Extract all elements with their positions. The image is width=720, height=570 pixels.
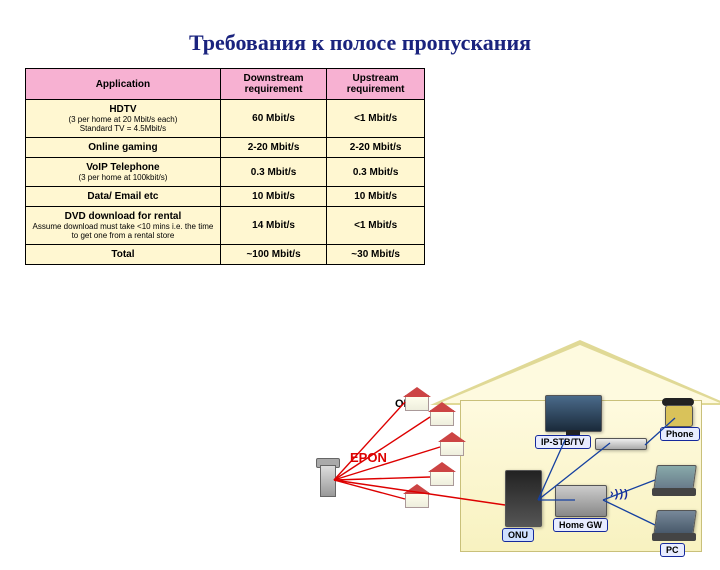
page-title: Требования к полосе пропускания — [0, 30, 720, 56]
set-top-box-icon — [595, 438, 647, 450]
col-downstream: Downstream requirement — [220, 69, 326, 100]
table-row: Data/ Email etc10 Mbit/s10 Mbit/s — [26, 187, 425, 207]
cell-upstream: 10 Mbit/s — [327, 187, 425, 207]
network-diagram: IP-STB/TV ONU Home GW PC Phone › ) ) ) E… — [310, 340, 710, 560]
laptop1-keyboard — [652, 488, 696, 496]
cell-downstream: 10 Mbit/s — [220, 187, 326, 207]
wifi-icon: › ) ) ) — [610, 488, 627, 500]
table-row: VoIP Telephone(3 per home at 100kbit/s)0… — [26, 158, 425, 187]
table-row: Total~100 Mbit/s~30 Mbit/s — [26, 245, 425, 265]
home-icon — [430, 410, 454, 426]
label-home-gw: Home GW — [553, 518, 608, 532]
cell-upstream: 2-20 Mbit/s — [327, 138, 425, 158]
table-header-row: Application Downstream requirement Upstr… — [26, 69, 425, 100]
label-epon: EPON — [350, 450, 387, 465]
home-icon — [440, 440, 464, 456]
col-application: Application — [26, 69, 221, 100]
cell-downstream: 0.3 Mbit/s — [220, 158, 326, 187]
home-gateway-icon — [555, 485, 607, 517]
home-icon — [405, 395, 429, 411]
onu-device-icon — [505, 470, 542, 527]
table-row: Online gaming2-20 Mbit/s2-20 Mbit/s — [26, 138, 425, 158]
cell-downstream: 14 Mbit/s — [220, 207, 326, 245]
cell-downstream: 60 Mbit/s — [220, 100, 326, 138]
bandwidth-table: Application Downstream requirement Upstr… — [25, 68, 425, 265]
cell-upstream: 0.3 Mbit/s — [327, 158, 425, 187]
cell-downstream: ~100 Mbit/s — [220, 245, 326, 265]
cell-upstream: <1 Mbit/s — [327, 100, 425, 138]
cell-upstream: <1 Mbit/s — [327, 207, 425, 245]
cell-downstream: 2-20 Mbit/s — [220, 138, 326, 158]
label-ipstb: IP-STB/TV — [535, 435, 591, 449]
cell-application: VoIP Telephone(3 per home at 100kbit/s) — [26, 158, 221, 187]
cell-application: Data/ Email etc — [26, 187, 221, 207]
cell-application: DVD download for rentalAssume download m… — [26, 207, 221, 245]
col-upstream: Upstream requirement — [327, 69, 425, 100]
tv-icon — [545, 395, 602, 432]
table-row: HDTV(3 per home at 20 Mbit/s each)Standa… — [26, 100, 425, 138]
table-row: DVD download for rentalAssume download m… — [26, 207, 425, 245]
home-icon — [430, 470, 454, 486]
label-pc: PC — [660, 543, 685, 557]
cell-application: HDTV(3 per home at 20 Mbit/s each)Standa… — [26, 100, 221, 138]
cell-application: Total — [26, 245, 221, 265]
phone-base-icon — [665, 405, 693, 427]
label-phone: Phone — [660, 427, 700, 441]
olt-tower-icon — [320, 465, 336, 497]
home-icon — [405, 492, 429, 508]
cell-application: Online gaming — [26, 138, 221, 158]
cell-upstream: ~30 Mbit/s — [327, 245, 425, 265]
